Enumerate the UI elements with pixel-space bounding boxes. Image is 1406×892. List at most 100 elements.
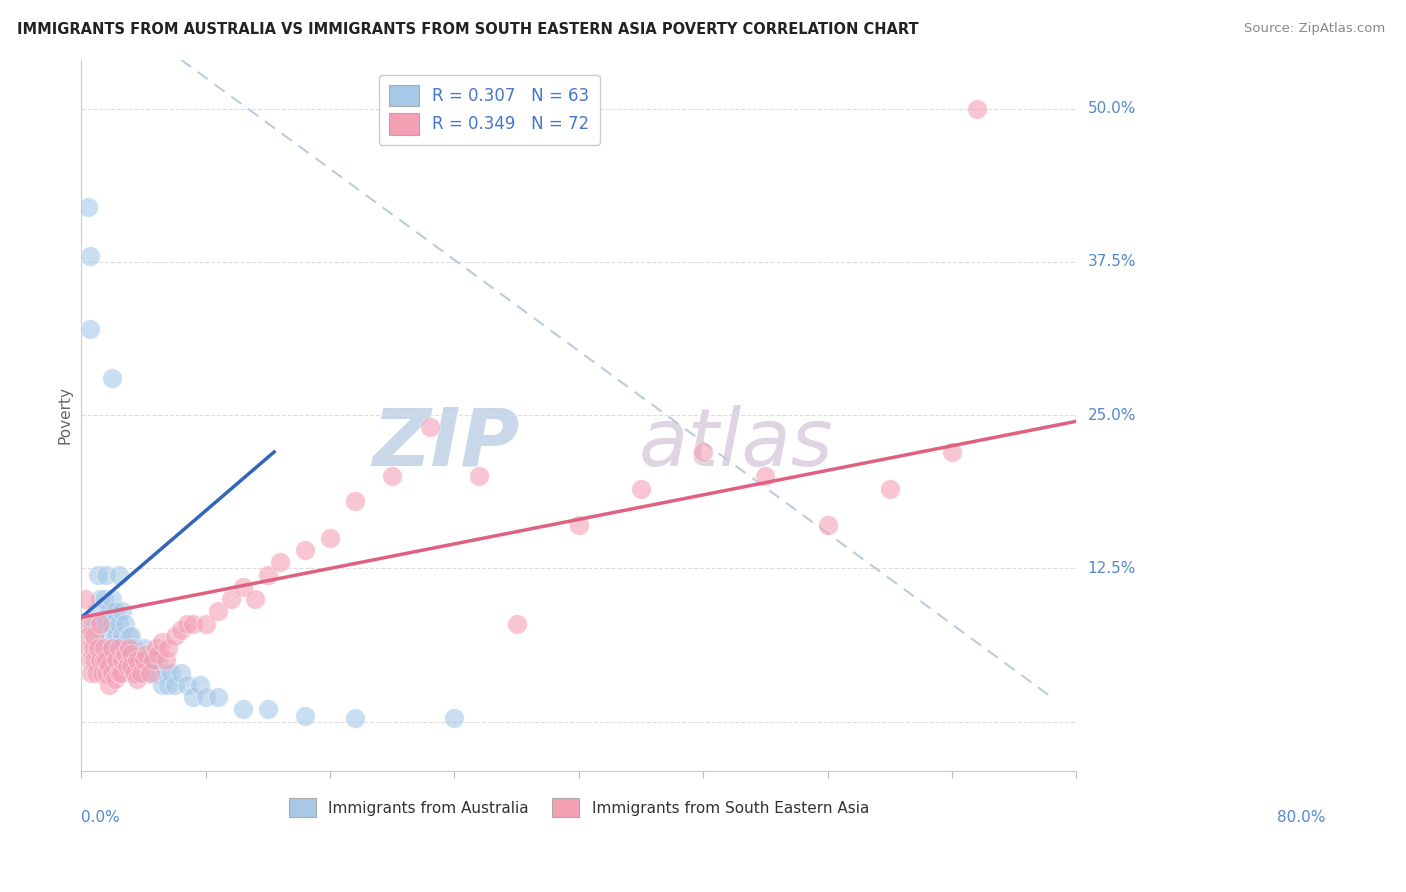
Point xyxy=(127,665,149,680)
Point xyxy=(120,629,142,643)
Point xyxy=(89,653,111,667)
Point xyxy=(107,665,129,680)
Point xyxy=(132,641,155,656)
Point xyxy=(120,647,142,661)
Point xyxy=(135,653,157,667)
Point xyxy=(97,659,120,673)
Point xyxy=(110,665,132,680)
Point xyxy=(83,629,105,643)
Point xyxy=(568,518,591,533)
Point xyxy=(257,702,280,716)
Point xyxy=(294,708,316,723)
Point xyxy=(160,665,183,680)
Point xyxy=(419,420,441,434)
Text: 50.0%: 50.0% xyxy=(1087,101,1136,116)
Point xyxy=(343,494,366,508)
Point xyxy=(207,604,229,618)
Point xyxy=(110,641,132,656)
Point xyxy=(257,567,280,582)
Point xyxy=(82,641,104,656)
Point xyxy=(181,616,204,631)
Point xyxy=(111,629,134,643)
Point xyxy=(117,653,139,667)
Point xyxy=(107,567,129,582)
Point xyxy=(83,629,105,643)
Point xyxy=(97,678,120,692)
Point xyxy=(97,604,120,618)
Point xyxy=(505,616,527,631)
Point xyxy=(148,647,170,661)
Point xyxy=(232,580,254,594)
Point xyxy=(170,665,193,680)
Point xyxy=(181,690,204,705)
Point xyxy=(145,641,167,656)
Point xyxy=(93,641,115,656)
Point xyxy=(111,604,134,618)
Point xyxy=(142,653,165,667)
Text: atlas: atlas xyxy=(638,405,834,483)
Point xyxy=(114,641,136,656)
Point xyxy=(101,592,124,607)
Point xyxy=(139,665,162,680)
Point xyxy=(219,592,242,607)
Text: 12.5%: 12.5% xyxy=(1087,561,1136,576)
Legend: Immigrants from Australia, Immigrants from South Eastern Asia: Immigrants from Australia, Immigrants fr… xyxy=(283,792,875,823)
Point xyxy=(104,604,127,618)
Point xyxy=(89,592,111,607)
Point xyxy=(148,653,170,667)
Point xyxy=(93,592,115,607)
Point xyxy=(630,482,652,496)
Point xyxy=(692,445,714,459)
Point xyxy=(127,653,149,667)
Point xyxy=(155,653,177,667)
Point xyxy=(86,567,108,582)
Point xyxy=(80,665,103,680)
Point xyxy=(107,616,129,631)
Point xyxy=(468,469,491,483)
Point xyxy=(129,653,152,667)
Point xyxy=(150,678,173,692)
Point xyxy=(966,102,988,116)
Point xyxy=(82,616,104,631)
Text: IMMIGRANTS FROM AUSTRALIA VS IMMIGRANTS FROM SOUTH EASTERN ASIA POVERTY CORRELAT: IMMIGRANTS FROM AUSTRALIA VS IMMIGRANTS … xyxy=(17,22,918,37)
Point xyxy=(89,616,111,631)
Point xyxy=(122,653,145,667)
Point xyxy=(96,653,118,667)
Point xyxy=(117,641,139,656)
Point xyxy=(79,322,101,336)
Point xyxy=(127,672,149,686)
Point xyxy=(96,616,118,631)
Point xyxy=(941,445,963,459)
Point xyxy=(93,653,115,667)
Point xyxy=(155,665,177,680)
Point xyxy=(135,647,157,661)
Point xyxy=(107,641,129,656)
Point xyxy=(120,653,142,667)
Point xyxy=(117,629,139,643)
Point xyxy=(104,672,127,686)
Point xyxy=(194,690,217,705)
Point xyxy=(269,555,291,569)
Point xyxy=(188,678,211,692)
Text: 37.5%: 37.5% xyxy=(1087,254,1136,269)
Point xyxy=(105,629,128,643)
Point xyxy=(176,616,198,631)
Point xyxy=(79,249,101,263)
Point xyxy=(132,665,155,680)
Point xyxy=(111,653,134,667)
Point xyxy=(245,592,267,607)
Text: ZIP: ZIP xyxy=(371,405,519,483)
Point xyxy=(96,567,118,582)
Point xyxy=(101,641,124,656)
Y-axis label: Poverty: Poverty xyxy=(58,386,72,444)
Point xyxy=(77,641,100,656)
Point xyxy=(76,629,98,643)
Point xyxy=(142,653,165,667)
Point xyxy=(754,469,776,483)
Point xyxy=(207,690,229,705)
Point xyxy=(139,665,162,680)
Point xyxy=(163,629,186,643)
Point xyxy=(127,653,149,667)
Point xyxy=(75,592,97,607)
Point xyxy=(89,616,111,631)
